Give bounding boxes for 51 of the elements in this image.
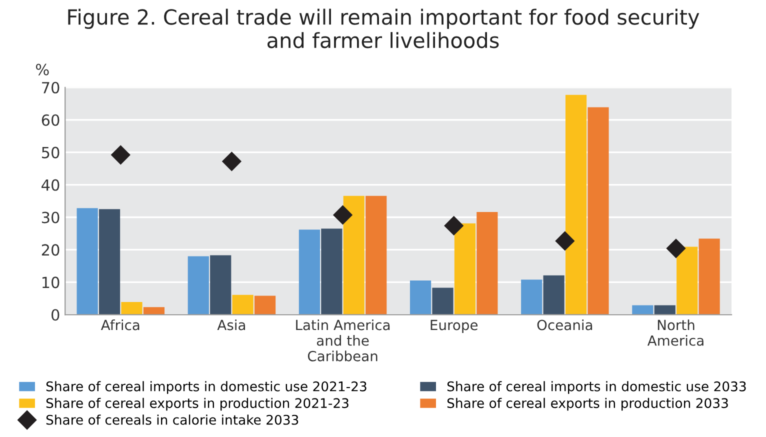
y-tick-label: 30 bbox=[42, 212, 60, 224]
y-axis-title: % bbox=[36, 64, 49, 76]
point bbox=[555, 231, 574, 250]
point bbox=[222, 152, 242, 171]
bar bbox=[543, 275, 564, 315]
x-tick-label: North America bbox=[647, 320, 704, 346]
point bbox=[333, 205, 352, 225]
bar bbox=[76, 208, 98, 315]
bar bbox=[676, 246, 698, 315]
bar bbox=[454, 223, 476, 315]
point bbox=[111, 145, 130, 164]
bar bbox=[143, 307, 165, 315]
x-tick-label: Asia bbox=[217, 320, 246, 330]
y-tick-label: 10 bbox=[42, 276, 60, 288]
bar bbox=[343, 196, 364, 315]
legend-label: Share of cereal imports in domestic use 2033 bbox=[447, 381, 746, 394]
bar bbox=[410, 280, 432, 315]
bar bbox=[188, 256, 209, 315]
bar bbox=[298, 230, 320, 315]
legend-label: Share of cereals in calorie intake 2033 bbox=[46, 414, 298, 425]
x-tick-label: Latin America and the Caribbean bbox=[296, 320, 390, 362]
x-tick-label: Africa bbox=[100, 320, 140, 330]
bar bbox=[232, 294, 254, 315]
y-tick-label: 20 bbox=[42, 244, 60, 256]
bar bbox=[366, 196, 387, 315]
x-tick-label: Europe bbox=[430, 320, 478, 333]
bar bbox=[521, 280, 542, 315]
legend-label: Share of cereal imports in domestic use 2021-23 bbox=[46, 381, 366, 394]
chart-title: Figure 2. Cereal trade will remain important for food security and farmer livelihoods bbox=[68, 8, 700, 48]
y-tick-label: 60 bbox=[42, 114, 60, 126]
bar bbox=[98, 209, 120, 315]
bar bbox=[254, 296, 276, 315]
bar bbox=[432, 288, 454, 315]
legend-label: Share of cereal exports in production 2021-23 bbox=[46, 398, 348, 411]
bar bbox=[210, 255, 232, 315]
bar bbox=[565, 94, 587, 315]
bar bbox=[321, 228, 342, 315]
x-tick-label: Oceania bbox=[537, 320, 592, 330]
y-tick-label: 0 bbox=[52, 309, 60, 321]
bar bbox=[632, 305, 654, 315]
bar bbox=[698, 238, 720, 315]
bar bbox=[654, 305, 676, 315]
bar bbox=[121, 302, 142, 315]
point bbox=[666, 238, 686, 258]
point bbox=[444, 216, 464, 236]
y-tick-label: 50 bbox=[42, 146, 60, 158]
y-tick-label: 40 bbox=[42, 179, 60, 191]
bar bbox=[588, 107, 609, 315]
y-tick-label: 70 bbox=[42, 82, 60, 94]
bar bbox=[476, 212, 498, 315]
legend-label: Share of cereal exports in production 2033 bbox=[447, 398, 728, 411]
